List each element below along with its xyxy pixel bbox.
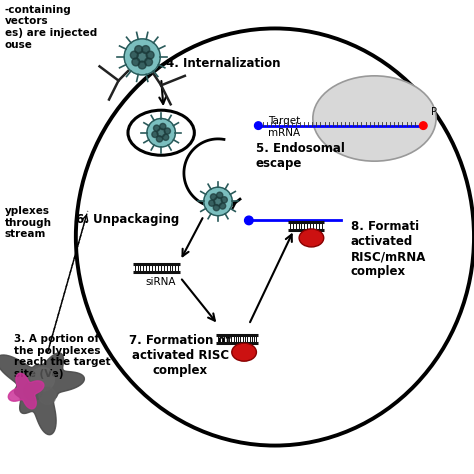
Text: siRNA: siRNA bbox=[146, 277, 176, 287]
Text: 5. Endosomal
escape: 5. Endosomal escape bbox=[256, 142, 345, 170]
Text: Target
mRNA: Target mRNA bbox=[268, 116, 301, 138]
Circle shape bbox=[147, 118, 175, 147]
Text: P: P bbox=[431, 107, 438, 117]
Circle shape bbox=[204, 187, 232, 216]
Circle shape bbox=[221, 197, 228, 203]
Circle shape bbox=[214, 197, 222, 206]
Circle shape bbox=[142, 46, 150, 54]
Circle shape bbox=[209, 200, 215, 206]
Polygon shape bbox=[0, 353, 84, 435]
Circle shape bbox=[146, 51, 154, 59]
Circle shape bbox=[137, 52, 147, 62]
Circle shape bbox=[24, 382, 43, 401]
Circle shape bbox=[138, 61, 146, 69]
Text: 4. Internalization: 4. Internalization bbox=[166, 57, 281, 70]
Circle shape bbox=[39, 387, 56, 404]
Circle shape bbox=[152, 131, 158, 137]
Text: 6. Unpackaging: 6. Unpackaging bbox=[76, 213, 179, 226]
Circle shape bbox=[217, 192, 223, 199]
Text: 8. Formati
activated
RISC/mRNA
complex: 8. Formati activated RISC/mRNA complex bbox=[351, 220, 426, 278]
Circle shape bbox=[132, 58, 140, 66]
Circle shape bbox=[213, 204, 219, 211]
Text: yplexes
through
stream: yplexes through stream bbox=[5, 206, 52, 239]
Circle shape bbox=[163, 134, 169, 140]
Circle shape bbox=[210, 194, 217, 200]
Circle shape bbox=[219, 203, 226, 209]
Polygon shape bbox=[9, 373, 44, 409]
Circle shape bbox=[130, 51, 138, 59]
Text: -containing
vectors
es) are injected
ouse: -containing vectors es) are injected ous… bbox=[5, 5, 97, 50]
Circle shape bbox=[154, 125, 160, 131]
Circle shape bbox=[135, 46, 143, 54]
Ellipse shape bbox=[232, 343, 256, 361]
Ellipse shape bbox=[313, 76, 436, 161]
Ellipse shape bbox=[299, 229, 324, 247]
Circle shape bbox=[156, 136, 163, 142]
Circle shape bbox=[157, 128, 165, 137]
Circle shape bbox=[255, 122, 262, 129]
Circle shape bbox=[245, 216, 253, 225]
Circle shape bbox=[419, 122, 427, 129]
Circle shape bbox=[31, 367, 55, 391]
Text: 3. A portion of
the polyplexes
reach the target
site (Ve): 3. A portion of the polyplexes reach the… bbox=[14, 334, 111, 379]
Circle shape bbox=[160, 123, 166, 130]
Circle shape bbox=[164, 128, 171, 134]
Text: 7. Formation of
activated RISC
complex: 7. Formation of activated RISC complex bbox=[129, 334, 231, 377]
Circle shape bbox=[145, 58, 153, 66]
Circle shape bbox=[124, 39, 160, 75]
